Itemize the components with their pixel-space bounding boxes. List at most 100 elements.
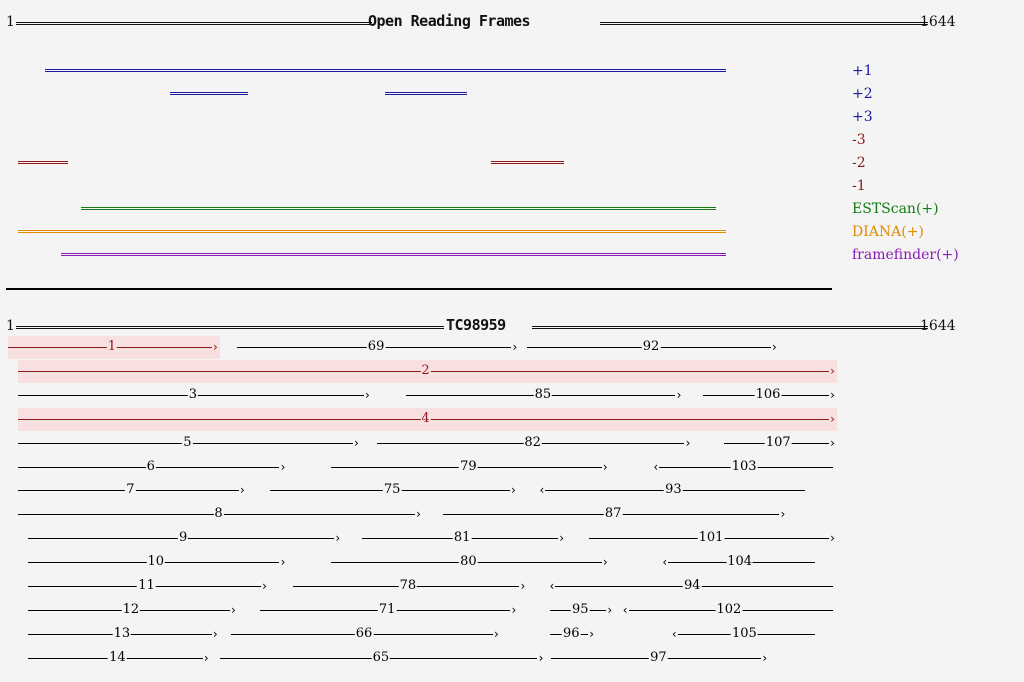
- legend-item: +3: [852, 109, 873, 125]
- alignment-label: 71: [377, 601, 397, 617]
- arrow-right-icon: ›: [416, 507, 421, 522]
- alignment-arrow[interactable]: › 65: [220, 650, 543, 665]
- arrow-right-icon: ›: [685, 435, 691, 450]
- arrow-left-icon: ‹: [539, 483, 545, 498]
- tc-start-label: 1: [6, 318, 15, 334]
- orf-bar[interactable]: [18, 230, 726, 233]
- alignment-arrow[interactable]: ‹ 103: [653, 458, 833, 474]
- alignment-label: 104: [726, 554, 754, 570]
- alignment-arrow[interactable]: ‹ 102: [623, 602, 833, 617]
- arrow-right-icon: ›: [203, 650, 209, 665]
- arrow-right-icon: ›: [512, 340, 518, 354]
- alignment-arrow[interactable]: ‹ 104: [662, 554, 815, 570]
- alignment-label: 95: [571, 601, 590, 617]
- orf-ruler-right: [600, 22, 928, 25]
- arrow-right-icon: ›: [280, 459, 286, 474]
- alignment-label: 11: [137, 578, 156, 593]
- arrow-right-icon: ›: [240, 483, 245, 498]
- legend-item: -3: [852, 132, 866, 148]
- arrow-right-icon: ›: [559, 531, 564, 546]
- alignment-arrow[interactable]: › 8: [18, 507, 421, 522]
- orf-title: Open Reading Frames: [368, 12, 531, 30]
- alignment-arrow[interactable]: › 1: [8, 340, 218, 354]
- alignment-arrow[interactable]: › 92: [527, 340, 777, 354]
- arrow-right-icon: ›: [589, 626, 595, 641]
- alignment-label: 96: [562, 625, 581, 641]
- tc-title: TC98959: [446, 316, 506, 334]
- alignment-label: 82: [523, 434, 542, 450]
- alignment-arrow[interactable]: › 82: [376, 434, 691, 450]
- alignment-arrow[interactable]: › 106: [703, 386, 835, 402]
- alignment-arrow[interactable]: › 10: [28, 555, 286, 570]
- alignment-arrow[interactable]: ‹ 94: [549, 578, 833, 593]
- arrow-left-icon: ‹: [671, 626, 677, 641]
- orf-bar[interactable]: [81, 207, 716, 210]
- alignment-arrow[interactable]: › 5: [18, 435, 359, 450]
- alignment-label: 80: [459, 554, 478, 570]
- alignment-arrow[interactable]: › 85: [406, 386, 682, 402]
- orf-start-label: 1: [6, 14, 15, 30]
- legend-item: DIANA(+): [852, 224, 924, 240]
- alignment-arrow[interactable]: › 9: [28, 530, 341, 546]
- alignment-arrow[interactable]: › 6: [18, 458, 286, 474]
- alignment-arrow[interactable]: › 101: [589, 530, 835, 546]
- orf-bar[interactable]: [169, 92, 248, 95]
- alignment-label: 93: [664, 482, 683, 498]
- alignment-arrow[interactable]: › 14: [28, 649, 209, 665]
- orf-bar[interactable]: [18, 161, 68, 164]
- tc-ruler-left: [16, 326, 444, 329]
- alignment-arrow[interactable]: › 69: [236, 340, 518, 354]
- arrow-right-icon: ›: [353, 435, 359, 450]
- alignment-label: 101: [697, 530, 725, 546]
- arrow-left-icon: ‹: [653, 459, 659, 474]
- alignment-arrow[interactable]: › 95: [550, 601, 612, 617]
- alignment-arrow[interactable]: › 78: [292, 578, 526, 593]
- alignment-arrow[interactable]: › 66: [231, 626, 499, 641]
- legend-item: -1: [852, 178, 866, 194]
- alignment-label: 6: [145, 458, 156, 474]
- alignment-label: 14: [108, 649, 127, 665]
- tc-header: 1 TC98959 1644: [6, 315, 966, 335]
- alignment-arrow[interactable]: › 96: [550, 625, 595, 641]
- tc-ruler-right: [532, 326, 928, 329]
- alignment-label: 106: [754, 386, 782, 402]
- alignment-arrow[interactable]: › 11: [28, 578, 267, 593]
- orf-bar[interactable]: [490, 161, 565, 164]
- alignment-arrow[interactable]: › 87: [443, 506, 785, 522]
- tc-end-label: 1644: [920, 318, 956, 334]
- alignment-arrow[interactable]: › 4: [18, 410, 835, 426]
- alignment-label: 4: [420, 410, 431, 426]
- alignment-arrow[interactable]: › 13: [28, 626, 218, 641]
- alignment-arrow[interactable]: › 71: [259, 601, 516, 617]
- alignment-label: 103: [730, 458, 758, 474]
- alignment-arrow[interactable]: › 7: [18, 483, 245, 498]
- arrow-right-icon: ›: [520, 579, 526, 593]
- alignment-arrow[interactable]: › 81: [362, 531, 564, 546]
- arrow-right-icon: ›: [676, 387, 682, 402]
- alignment-label: 9: [177, 530, 189, 546]
- orf-ruler-left: [16, 22, 372, 25]
- alignment-arrow[interactable]: › 75: [270, 483, 516, 498]
- arrow-right-icon: ›: [493, 626, 499, 641]
- alignment-arrow[interactable]: › 2: [18, 363, 835, 378]
- alignment-arrow[interactable]: › 80: [331, 554, 608, 570]
- alignment-arrow[interactable]: › 97: [551, 650, 768, 665]
- alignment-label: 87: [603, 506, 623, 522]
- arrow-right-icon: ›: [830, 435, 835, 450]
- arrow-right-icon: ›: [280, 555, 286, 570]
- alignment-label: 78: [398, 578, 418, 593]
- arrow-right-icon: ›: [364, 387, 370, 402]
- alignment-arrow[interactable]: › 12: [28, 602, 236, 617]
- arrow-right-icon: ›: [762, 650, 768, 665]
- alignment-arrow[interactable]: ‹ 93: [539, 482, 806, 498]
- orf-bar[interactable]: [384, 92, 467, 95]
- alignment-arrow[interactable]: › 3: [18, 387, 370, 402]
- arrow-right-icon: ›: [335, 531, 341, 546]
- orf-bar[interactable]: [45, 69, 726, 72]
- alignment-label: 94: [682, 578, 702, 593]
- alignment-arrow[interactable]: › 107: [723, 435, 835, 450]
- alignment-arrow[interactable]: ‹ 105: [671, 626, 815, 641]
- orf-bar[interactable]: [61, 253, 726, 256]
- alignment-arrow[interactable]: › 79: [331, 459, 608, 474]
- alignment-label: 85: [533, 386, 553, 402]
